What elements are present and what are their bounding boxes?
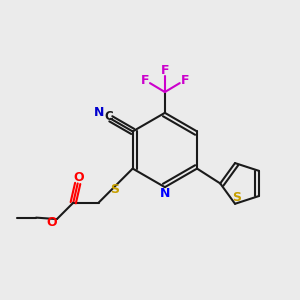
Text: O: O [74, 171, 85, 184]
Text: N: N [160, 187, 170, 200]
Text: O: O [46, 216, 57, 229]
Text: F: F [141, 74, 149, 87]
Text: C: C [104, 110, 113, 123]
Text: S: S [232, 191, 241, 204]
Text: N: N [94, 106, 105, 119]
Text: F: F [181, 74, 189, 87]
Text: F: F [160, 64, 169, 77]
Text: S: S [110, 184, 119, 196]
